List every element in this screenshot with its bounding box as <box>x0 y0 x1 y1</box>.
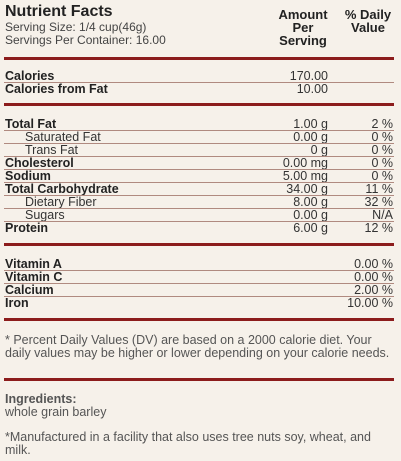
servings-per-container: Servings Per Container: 16.00 <box>5 33 166 47</box>
nutrient-name: Sugars <box>25 208 65 222</box>
nutrient-amount: 34.00 g <box>286 182 328 196</box>
nutrient-amount: 1.00 g <box>293 117 328 131</box>
divider-thin <box>4 82 394 83</box>
calories-from-fat-amount: 10.00 <box>296 82 328 96</box>
divider-thick <box>4 57 394 60</box>
divider-thin <box>4 270 394 271</box>
nutrient-amount: 6.00 g <box>293 221 328 235</box>
amount-header-line-1: Amount <box>278 7 328 22</box>
divider-thin <box>4 221 394 222</box>
nutrient-amount: 0 g <box>310 143 328 157</box>
nutrient-daily-value: N/A <box>372 208 393 222</box>
nutrient-name: Total Fat <box>5 117 57 131</box>
ingredients-text: whole grain barley <box>5 405 107 419</box>
nutrient-daily-value: 0 % <box>371 143 393 157</box>
daily-value-header: % Daily Value <box>336 8 400 34</box>
divider-thin <box>4 195 394 196</box>
nutrient-amount: 8.00 g <box>293 195 328 209</box>
serving-size: Serving Size: 1/4 cup(46g) <box>5 20 147 34</box>
ingredients-label: Ingredients: <box>5 392 77 406</box>
vitamin-daily-value: 0.00 % <box>354 270 393 284</box>
divider-thin <box>4 283 394 284</box>
calories-from-fat-label: Calories from Fat <box>5 82 108 96</box>
nutrient-amount: 0.00 g <box>293 208 328 222</box>
nutrient-name: Saturated Fat <box>25 130 101 144</box>
nutrient-name: Cholesterol <box>5 156 74 170</box>
nutrient-daily-value: 11 % <box>365 182 393 196</box>
vitamin-daily-value: 0.00 % <box>354 257 393 271</box>
divider-thin <box>4 296 394 297</box>
divider-thick <box>4 318 394 321</box>
divider-thin <box>4 169 394 170</box>
nutrient-name: Total Carbohydrate <box>5 182 119 196</box>
divider-thin <box>4 208 394 209</box>
amount-header-line-3: Serving <box>279 33 327 48</box>
dv-header-line-2: Value <box>351 20 385 35</box>
amount-header-line-2: Per <box>292 20 314 35</box>
nutrient-amount: 0.00 mg <box>282 156 328 170</box>
vitamin-name: Vitamin A <box>5 257 62 271</box>
vitamin-daily-value: 2.00 % <box>354 283 393 297</box>
vitamin-name: Iron <box>5 296 29 310</box>
divider-thin <box>4 182 394 183</box>
nutrient-name: Dietary Fiber <box>25 195 97 209</box>
nutrient-daily-value: 0 % <box>371 169 393 183</box>
divider-thick <box>4 378 394 381</box>
nutrient-name: Trans Fat <box>25 143 79 157</box>
nutrient-amount: 0.00 g <box>293 130 328 144</box>
allergen-note: *Manufactured in a facility that also us… <box>5 430 371 457</box>
vitamin-daily-value: 10.00 % <box>347 296 393 310</box>
daily-value-footnote: * Percent Daily Values (DV) are based on… <box>5 333 390 360</box>
vitamin-name: Calcium <box>5 283 54 297</box>
amount-per-serving-header: Amount Per Serving <box>268 8 338 47</box>
nutrient-daily-value: 0 % <box>371 130 393 144</box>
nutrient-name: Sodium <box>5 169 51 183</box>
vitamin-name: Vitamin C <box>5 270 63 284</box>
calories-label: Calories <box>5 69 55 83</box>
nutrient-amount: 5.00 mg <box>282 169 328 183</box>
divider-thick <box>4 243 394 246</box>
nutrient-daily-value: 2 % <box>371 117 393 131</box>
nutrient-daily-value: 0 % <box>371 156 393 170</box>
nutrient-daily-value: 12 % <box>364 221 394 235</box>
divider-thick <box>4 103 394 106</box>
divider-thin <box>4 130 394 131</box>
nutrient-name: Protein <box>5 221 49 235</box>
nutrient-daily-value: 32 % <box>364 195 394 209</box>
calories-amount: 170.00 <box>289 69 328 83</box>
divider-thin <box>4 143 394 144</box>
dv-header-line-1: % Daily <box>344 7 392 22</box>
panel-title: Nutrient Facts <box>5 3 113 20</box>
divider-thin <box>4 156 394 157</box>
